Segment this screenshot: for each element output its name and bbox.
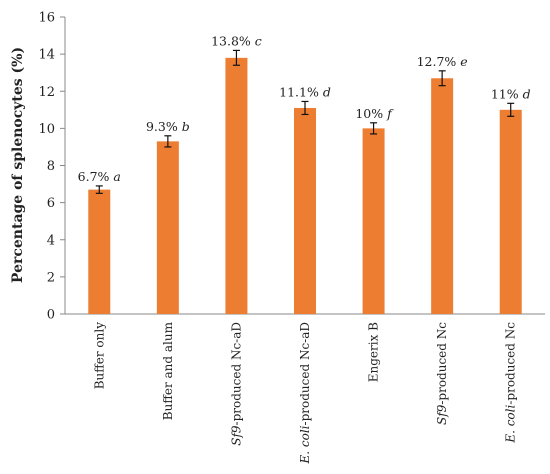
- data-label: 9.3% b: [146, 119, 190, 134]
- data-label-value: 11%: [491, 86, 519, 101]
- x-tick-label-italic: E. coli: [504, 405, 518, 444]
- axes: 0 2 4 6 8 10 12 14 16: [38, 11, 545, 323]
- y-tick-label: 2: [47, 270, 55, 285]
- x-tick-label: Sf9-produced Nc-aD: [229, 322, 243, 446]
- bar: [225, 57, 248, 315]
- y-tick-label: 0: [47, 308, 55, 323]
- data-label-letter: b: [182, 119, 190, 134]
- x-tick-label-text: -produced Nc: [435, 322, 449, 405]
- y-tick-label: 4: [47, 233, 55, 248]
- data-label: 11.1% d: [279, 84, 331, 99]
- y-tick-label: 6: [47, 196, 55, 211]
- bars: [88, 49, 522, 315]
- y-tick-label: 12: [38, 85, 55, 100]
- data-label: 10% f: [355, 106, 394, 121]
- data-label-letter: d: [523, 86, 531, 101]
- data-label-letter: f: [386, 106, 394, 121]
- x-tick-label-text: Engerix B: [367, 322, 381, 382]
- data-label-value: 11.1%: [279, 84, 319, 99]
- x-tick-label-italic: Sf9: [435, 404, 449, 425]
- data-label-letter: c: [255, 33, 262, 48]
- x-tick-label-italic: Sf9: [229, 425, 243, 446]
- data-labels: 6.7% a 9.3% b 13.8% c 11.1% d 10% f 12.7% e 11…: [78, 33, 531, 184]
- x-tick-label-text: Buffer only: [92, 322, 106, 390]
- x-tick-label: Buffer and alum: [161, 321, 175, 420]
- data-label-value: 9.3%: [146, 119, 178, 134]
- data-label: 12.7% e: [417, 54, 468, 69]
- bar: [431, 78, 454, 314]
- data-label-letter: d: [323, 84, 331, 99]
- data-label-value: 10%: [355, 106, 383, 121]
- x-tick-label-italic: E. coli: [298, 425, 312, 464]
- x-tick-label-text: -produced Nc: [504, 322, 518, 405]
- bar: [156, 141, 179, 314]
- bar: [362, 128, 385, 314]
- y-axis-label: Percentage of splenocytes (%): [10, 47, 26, 283]
- x-tick-label: Engerix B: [367, 322, 381, 382]
- x-tick-label-text: -produced Nc-aD: [298, 322, 312, 425]
- bar: [294, 107, 316, 314]
- data-label: 11% d: [491, 86, 531, 101]
- data-label: 13.8% c: [211, 33, 262, 48]
- x-tick-label: E. coli-produced Nc-aD: [298, 322, 312, 465]
- data-label-value: 13.8%: [211, 33, 251, 48]
- data-label-letter: a: [113, 169, 120, 184]
- data-label-value: 6.7%: [78, 169, 110, 184]
- y-tick-label: 10: [38, 122, 55, 137]
- bar: [499, 109, 522, 314]
- data-label-letter: e: [460, 54, 467, 69]
- data-label: 6.7% a: [78, 169, 121, 184]
- x-tick-label-text: -produced Nc-aD: [229, 322, 243, 425]
- x-tick-label: Sf9-produced Nc: [435, 322, 449, 425]
- bar: [88, 189, 111, 314]
- y-tick-label: 16: [38, 11, 55, 26]
- x-tick-label-text: Buffer and alum: [161, 321, 175, 420]
- data-label-value: 12.7%: [417, 54, 457, 69]
- y-tick-label: 8: [47, 159, 55, 174]
- x-tick-label: Buffer only: [92, 322, 106, 390]
- y-tick-label: 14: [38, 48, 55, 63]
- x-tick-label: E. coli-produced Nc: [504, 322, 518, 444]
